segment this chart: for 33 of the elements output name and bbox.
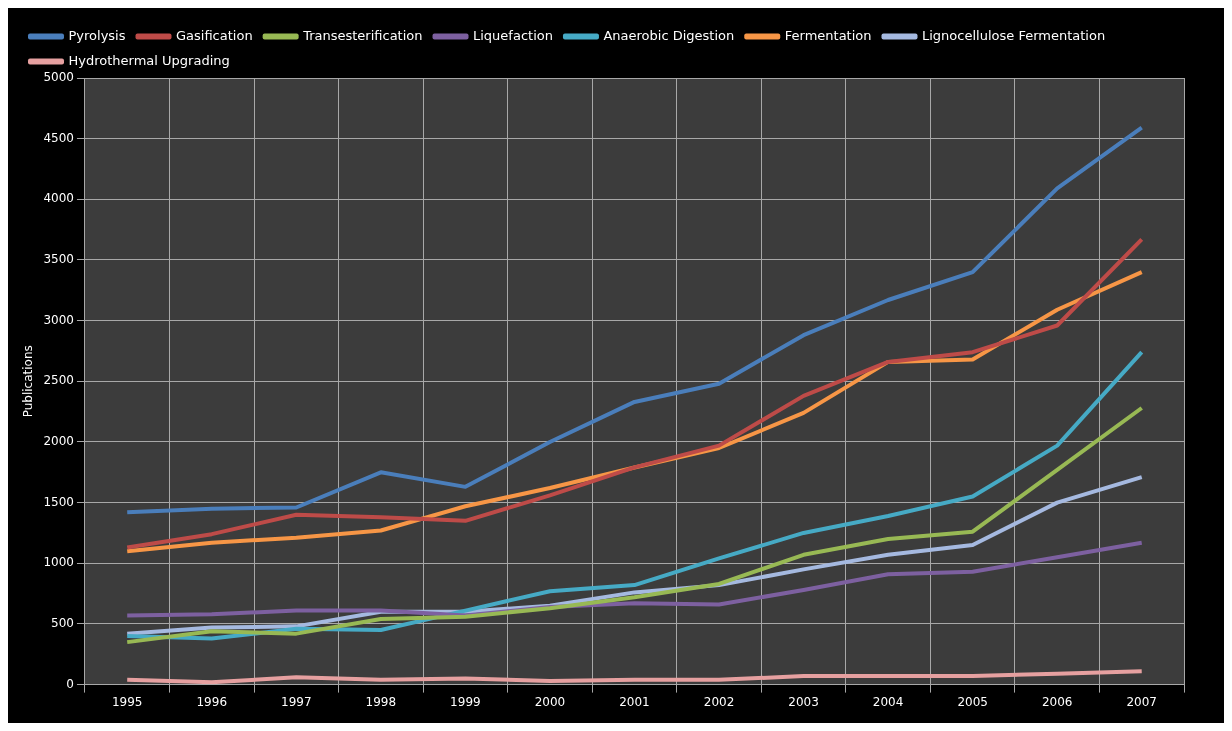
x-tick-label: 1997 [281, 694, 312, 709]
legend-label: Anaerobic Digestion [603, 27, 735, 43]
x-tick-label: 2000 [534, 694, 566, 709]
x-tick-label: 1999 [450, 694, 481, 709]
legend-label: Gasification [176, 27, 253, 43]
y-tick-label: 0 [66, 676, 74, 691]
legend-label: Liquefaction [473, 27, 553, 43]
y-tick-label: 3500 [43, 252, 74, 267]
legend-label: Hydrothermal Upgrading [68, 52, 230, 68]
legend-label: Pyrolysis [68, 27, 126, 43]
legend-label: Fermentation [784, 27, 872, 43]
x-tick-label: 2006 [1041, 694, 1073, 709]
x-tick-label: 2002 [703, 694, 735, 709]
y-tick-label: 1000 [43, 555, 74, 570]
y-tick-label: 3000 [43, 312, 74, 327]
x-tick-label: 1995 [111, 694, 143, 709]
y-tick-label: 4000 [43, 191, 74, 206]
legend-label: Lignocellulose Fermentation [922, 27, 1106, 43]
x-tick-label: 2001 [619, 694, 650, 709]
x-tick-label: 2007 [1126, 694, 1157, 709]
y-axis-title: Publications [21, 345, 36, 418]
y-tick-label: 2500 [43, 373, 74, 388]
x-tick-label: 2005 [957, 694, 988, 709]
y-tick-label: 1500 [43, 494, 74, 509]
x-tick-label: 2003 [788, 694, 819, 709]
y-tick-label: 5000 [43, 70, 74, 85]
y-tick-label: 2000 [43, 434, 74, 449]
legend-label: Transesterification [302, 27, 423, 43]
x-tick-label: 1998 [365, 694, 397, 709]
x-tick-label: 1996 [196, 694, 228, 709]
y-tick-label: 4500 [43, 130, 74, 145]
x-tick-label: 2004 [872, 694, 904, 709]
y-tick-label: 500 [51, 616, 74, 631]
